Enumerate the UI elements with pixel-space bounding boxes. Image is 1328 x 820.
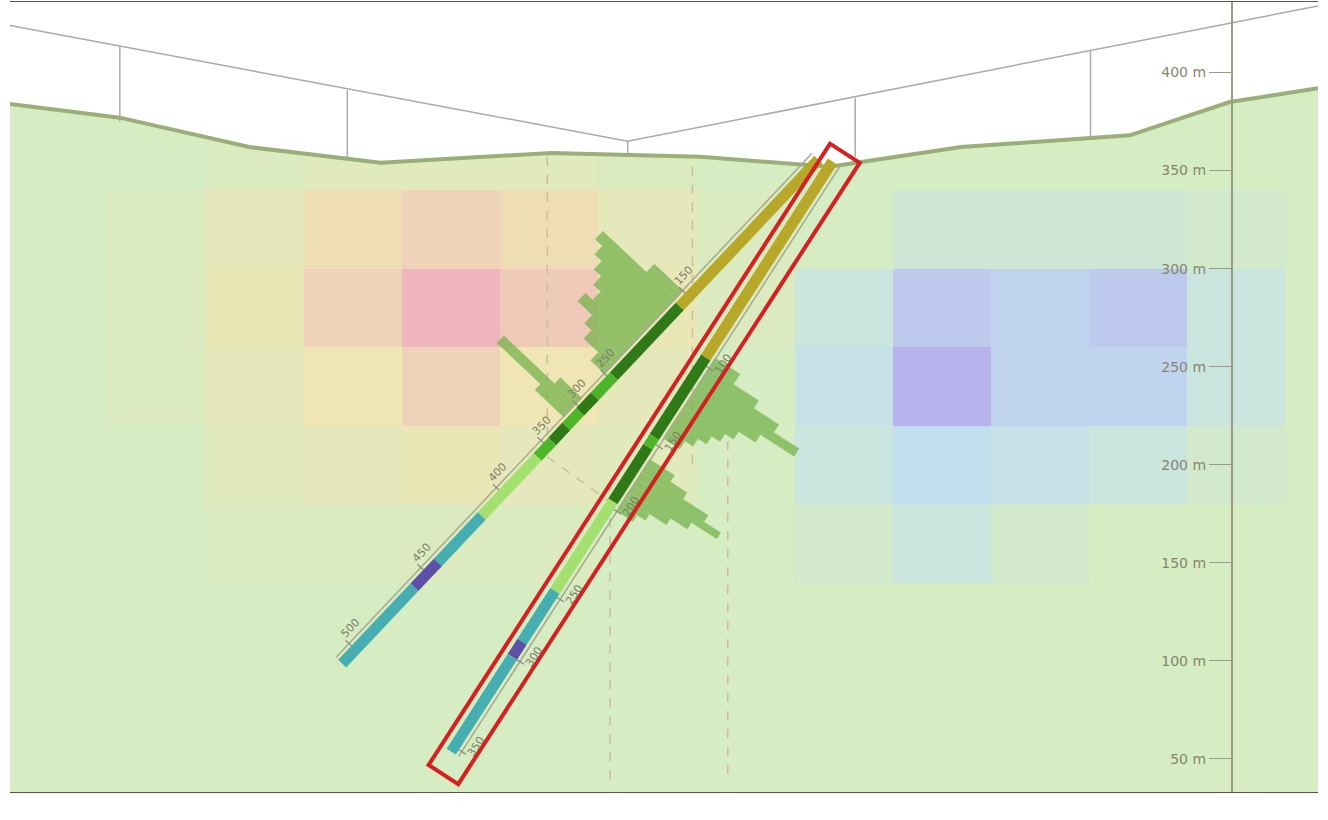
- svg-text:150: 150: [662, 429, 684, 454]
- svg-text:250: 250: [594, 346, 618, 370]
- svg-text:100 m: 100 m: [1161, 653, 1206, 669]
- svg-text:100: 100: [712, 352, 734, 377]
- svg-text:150: 150: [672, 263, 696, 287]
- svg-text:350: 350: [465, 734, 487, 759]
- svg-text:300: 300: [523, 644, 545, 669]
- svg-text:250: 250: [563, 582, 585, 607]
- svg-text:200: 200: [620, 494, 642, 519]
- svg-text:500: 500: [339, 616, 363, 640]
- svg-text:200 m: 200 m: [1161, 457, 1206, 473]
- svg-text:400 m: 400 m: [1161, 64, 1206, 80]
- svg-text:350: 350: [530, 414, 554, 438]
- svg-text:300: 300: [565, 377, 589, 401]
- svg-text:250 m: 250 m: [1161, 359, 1206, 375]
- svg-text:450: 450: [410, 541, 434, 565]
- svg-text:150 m: 150 m: [1161, 555, 1206, 571]
- svg-text:50 m: 50 m: [1170, 751, 1206, 767]
- svg-text:350 m: 350 m: [1161, 162, 1206, 178]
- svg-text:400: 400: [486, 460, 510, 484]
- svg-text:300 m: 300 m: [1161, 261, 1206, 277]
